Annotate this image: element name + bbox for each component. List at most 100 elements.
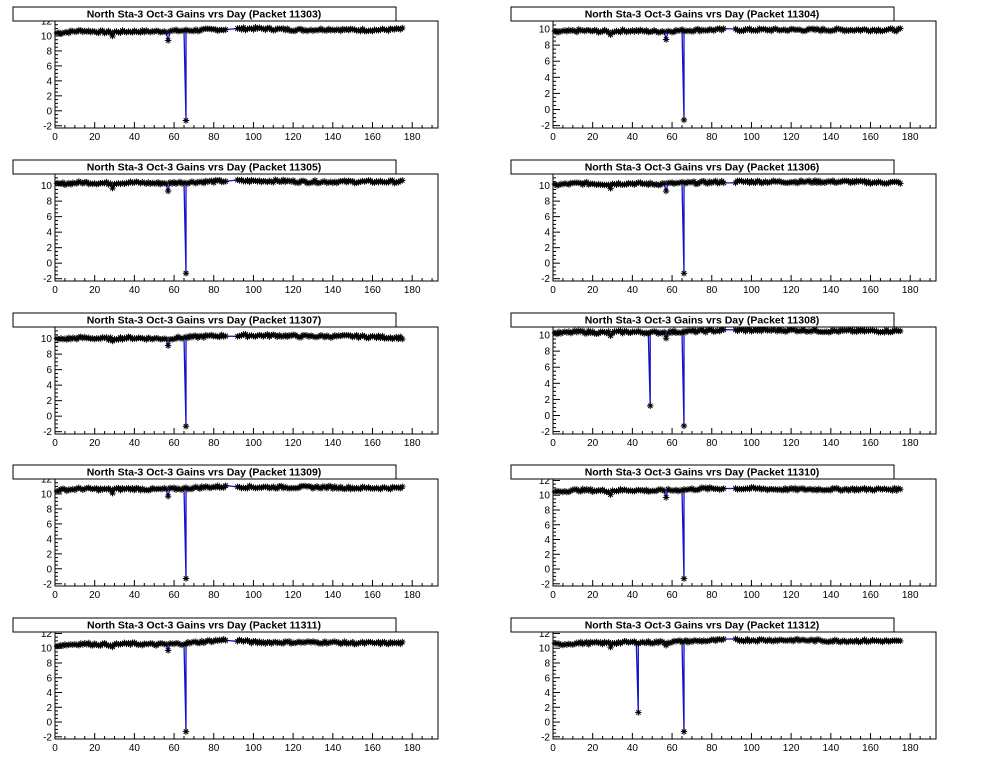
x-tick-label: 120	[783, 132, 800, 143]
x-tick-label: 180	[902, 285, 919, 296]
x-tick-label: 160	[862, 132, 879, 143]
plot-frame	[552, 20, 937, 129]
title-box	[12, 6, 397, 22]
data-point-stroke	[163, 29, 169, 35]
x-tick-label: 60	[667, 438, 679, 449]
data-point-stroke	[681, 117, 687, 123]
x-tick-label: 80	[208, 285, 220, 296]
y-tick-label: 8	[46, 197, 52, 208]
y-tick-label: 2	[544, 395, 550, 406]
y-tick-label: 4	[544, 73, 550, 84]
x-tick-label: 80	[706, 438, 718, 449]
data-point	[399, 24, 406, 32]
y-tick-label: -2	[43, 121, 52, 132]
x-tick-label: 60	[169, 438, 181, 449]
x-tick-label: 160	[364, 438, 381, 449]
data-point	[662, 36, 670, 43]
x-tick-label: 20	[587, 132, 599, 143]
y-tick-label: 10	[41, 181, 53, 192]
plot-frame	[54, 20, 439, 129]
data-point	[680, 116, 688, 124]
x-tick-label: 100	[743, 285, 760, 296]
x-tick-label: 40	[129, 438, 141, 449]
x-tick-label: 60	[169, 132, 181, 143]
y-tick-label: 6	[544, 363, 550, 374]
x-tick-label: 180	[902, 438, 919, 449]
x-tick-label: 0	[550, 132, 556, 143]
y-tick-label: 4	[46, 76, 52, 87]
x-tick-label: 40	[129, 285, 141, 296]
y-tick-label: 2	[46, 243, 52, 254]
data-point-stroke	[399, 25, 405, 31]
x-tick-label: 0	[550, 438, 556, 449]
x-tick-label: 40	[129, 132, 141, 143]
x-tick-label: 180	[902, 132, 919, 143]
chart-title: North Sta-3 Oct-3 Gains vrs Day (Packet …	[87, 315, 322, 327]
chart-title: North Sta-3 Oct-3 Gains vrs Day (Packet …	[87, 162, 322, 174]
data-point	[182, 270, 190, 277]
y-tick-label: 8	[46, 46, 52, 57]
y-tick-label: 0	[544, 105, 550, 116]
data-point	[182, 423, 190, 430]
y-tick-label: 0	[46, 106, 52, 117]
data-point	[162, 29, 170, 36]
chart-title: North Sta-3 Oct-3 Gains vrs Day (Packet …	[585, 162, 820, 174]
x-tick-label: 140	[822, 438, 839, 449]
x-tick-label: 0	[52, 132, 58, 143]
x-tick-label: 20	[89, 438, 101, 449]
x-tick-label: 40	[627, 132, 639, 143]
y-tick-label: 10	[41, 334, 53, 345]
chart-title: North Sta-3 Oct-3 Gains vrs Day (Packet …	[585, 9, 820, 21]
y-tick-label: 4	[46, 228, 52, 239]
x-tick-label: 120	[783, 285, 800, 296]
y-tick-label: 0	[46, 259, 52, 270]
data-point-stroke	[223, 27, 229, 33]
x-tick-label: 100	[245, 132, 262, 143]
data-point-stroke	[183, 117, 189, 124]
y-tick-label: -2	[541, 274, 550, 285]
data-point	[222, 26, 229, 33]
y-tick-label: -2	[43, 427, 52, 438]
x-tick-label: 120	[285, 285, 302, 296]
plot-frame	[552, 326, 937, 435]
x-tick-label: 160	[364, 285, 381, 296]
x-tick-label: 0	[52, 438, 58, 449]
x-tick-label: 0	[52, 285, 58, 296]
y-tick-label: 10	[539, 181, 551, 192]
x-tick-label: 80	[208, 132, 220, 143]
x-tick-label: 60	[667, 285, 679, 296]
data-point	[164, 342, 172, 349]
x-tick-label: 140	[324, 438, 341, 449]
y-tick-label: -2	[43, 274, 52, 285]
y-tick-label: 12	[41, 17, 53, 28]
y-tick-label: 2	[46, 396, 52, 407]
x-tick-label: 0	[550, 285, 556, 296]
y-tick-label: 0	[544, 411, 550, 422]
x-tick-label: 120	[285, 438, 302, 449]
data-point	[680, 270, 688, 277]
y-tick-label: 2	[46, 91, 52, 102]
data-point	[222, 332, 229, 340]
data-point	[164, 37, 172, 44]
data-point-stroke	[661, 29, 667, 35]
y-tick-label: 4	[544, 379, 550, 390]
y-tick-label: 8	[46, 350, 52, 361]
y-tick-label: 2	[544, 89, 550, 100]
x-tick-label: 180	[404, 132, 421, 143]
x-tick-label: 100	[245, 285, 262, 296]
x-tick-label: 80	[706, 132, 718, 143]
data-point	[662, 187, 670, 195]
x-tick-label: 20	[89, 285, 101, 296]
y-tick-label: 6	[46, 365, 52, 376]
data-point	[182, 117, 190, 124]
y-tick-label: 6	[46, 61, 52, 72]
x-tick-label: 100	[743, 132, 760, 143]
x-tick-label: 80	[208, 438, 220, 449]
data-point	[720, 25, 727, 32]
